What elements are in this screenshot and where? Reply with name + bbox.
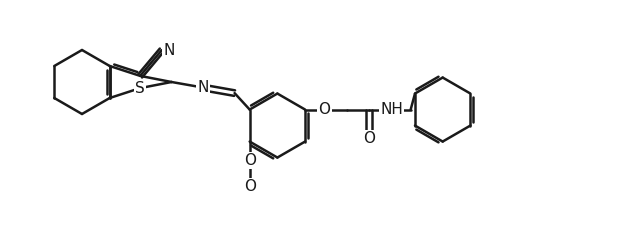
Text: O: O	[244, 179, 255, 194]
Text: N: N	[163, 43, 175, 58]
Text: O: O	[363, 131, 375, 146]
Text: N: N	[197, 80, 209, 95]
Text: O: O	[244, 153, 255, 168]
Text: S: S	[135, 81, 145, 96]
Text: NH: NH	[380, 102, 403, 117]
Text: O: O	[318, 102, 330, 117]
